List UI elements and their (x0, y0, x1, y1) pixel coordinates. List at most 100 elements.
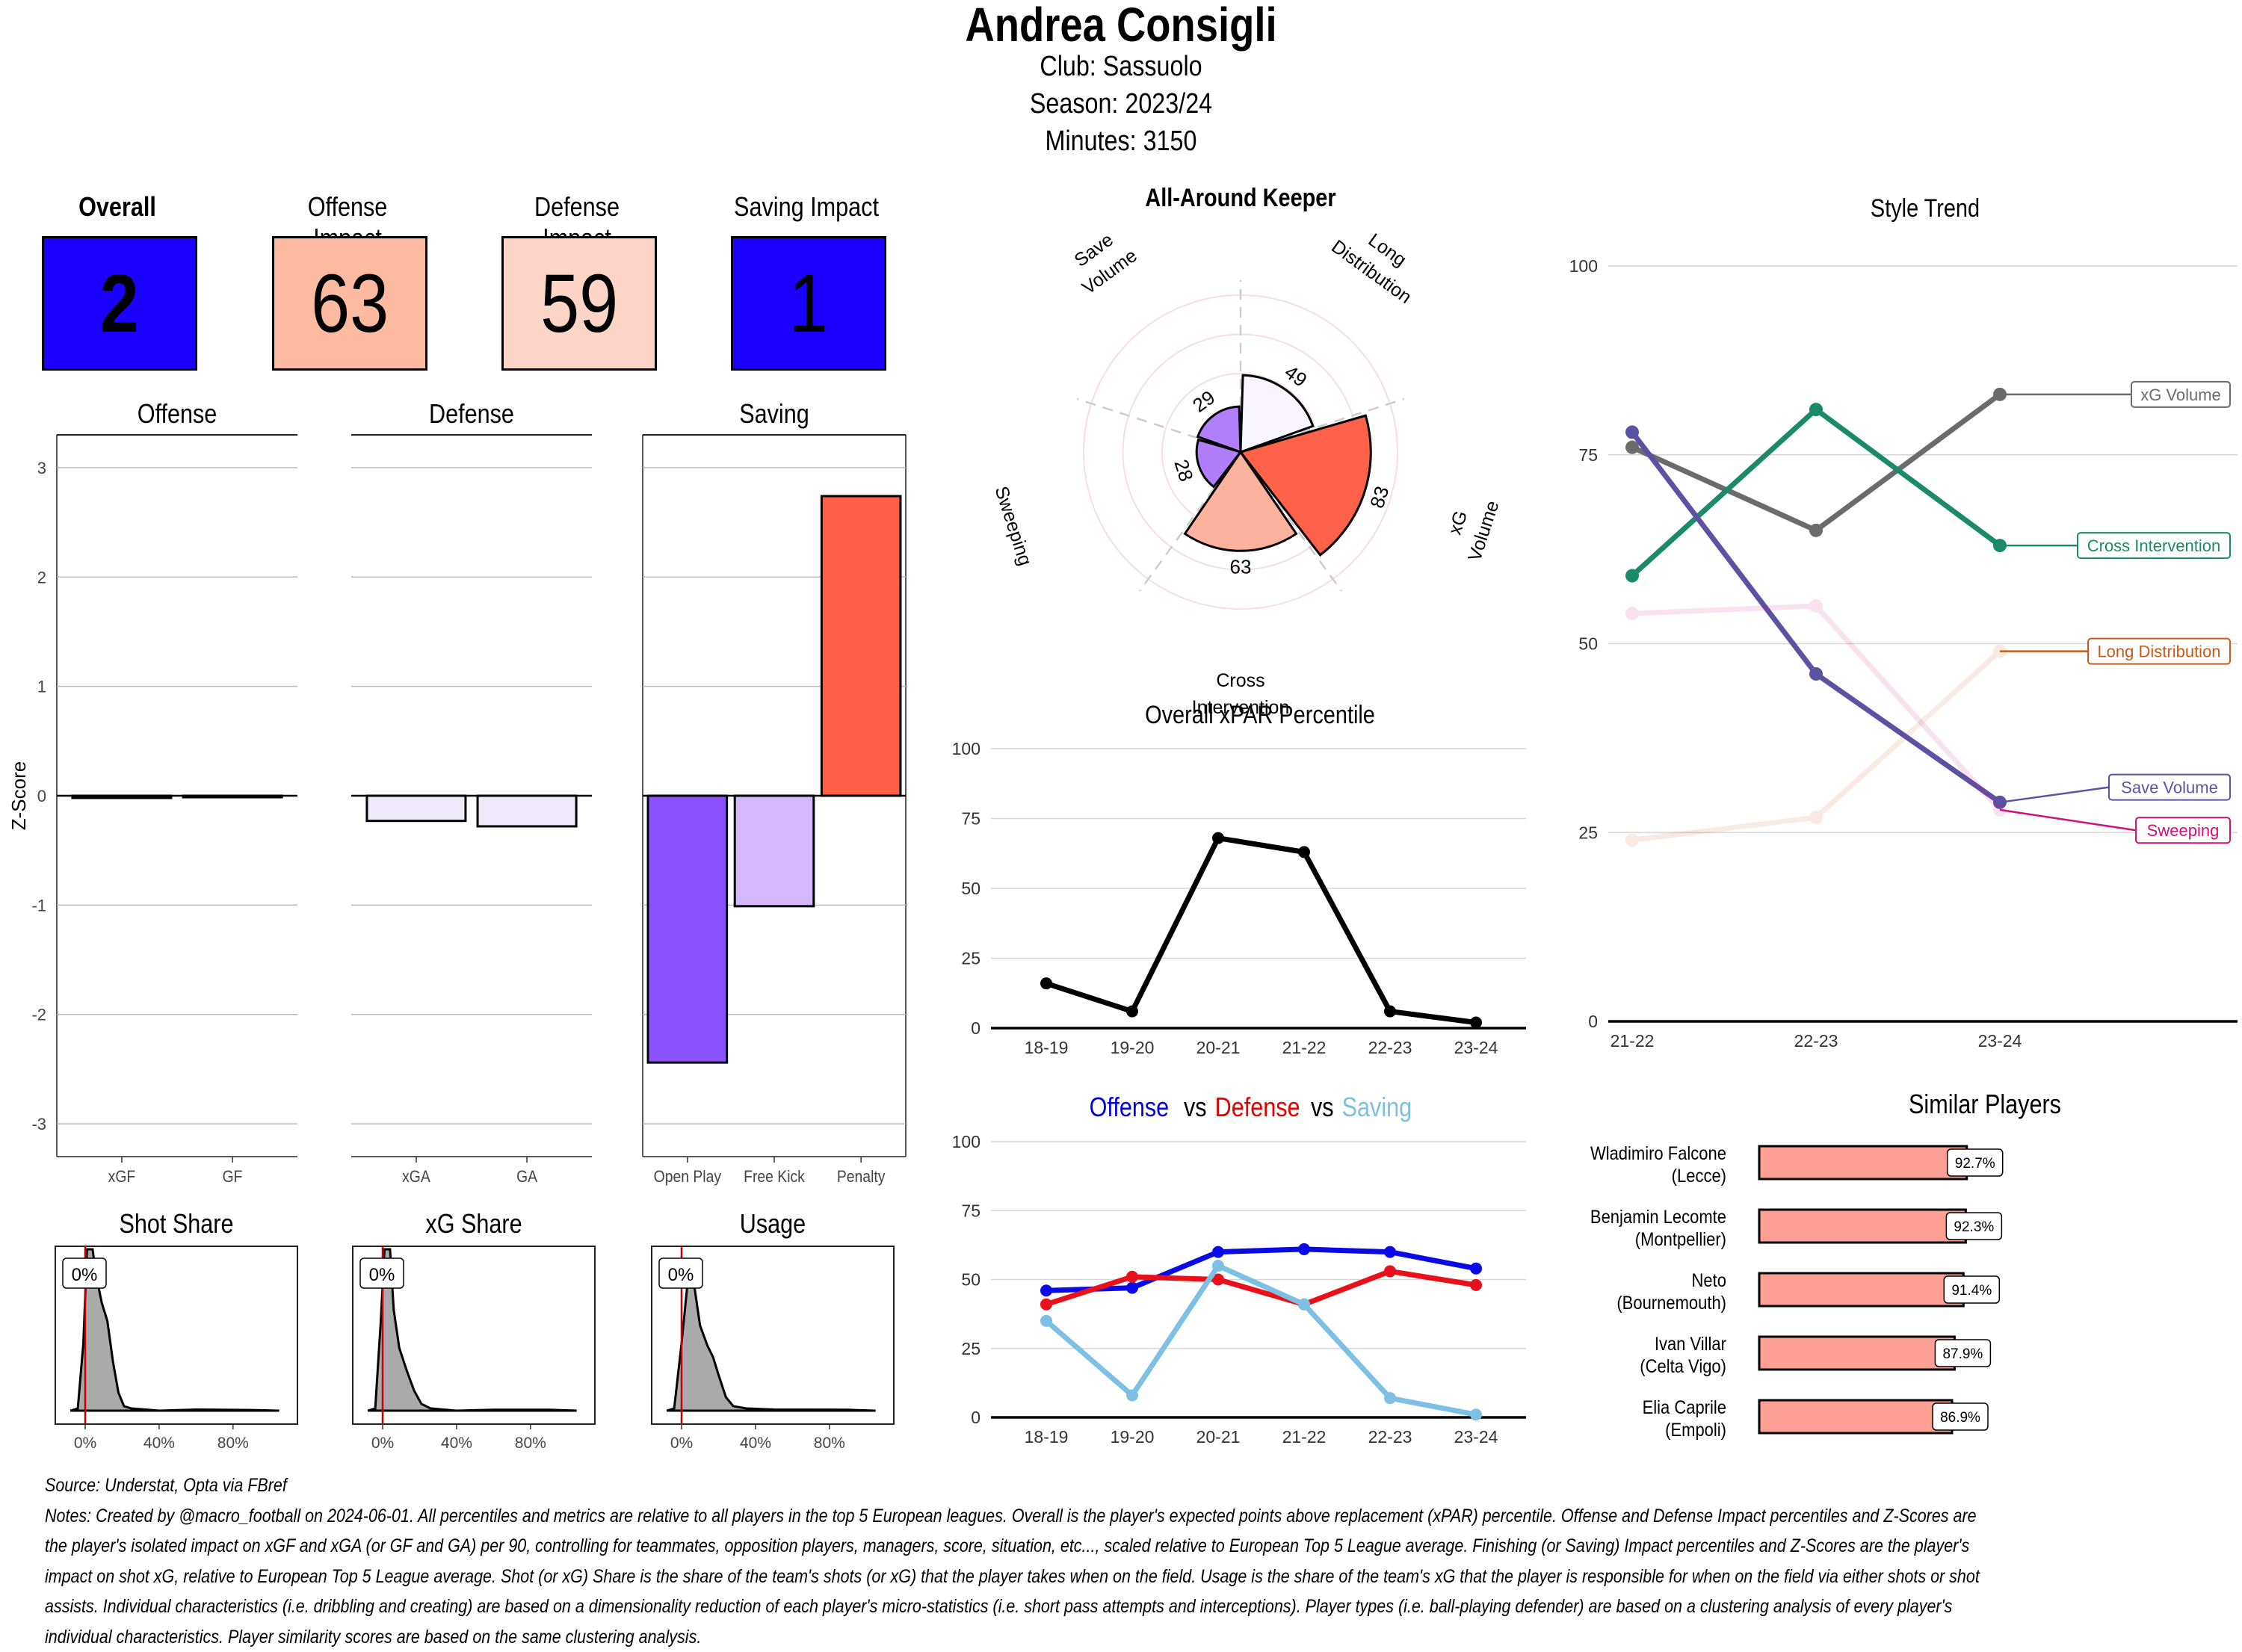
data-point (1625, 425, 1639, 439)
data-point (1298, 1299, 1310, 1311)
data-point (1809, 667, 1823, 681)
notes-line: impact on shot xG, relative to European … (45, 1562, 1921, 1592)
y-tick-label: 50 (1578, 634, 1598, 654)
radar-value-label: 28 (1170, 457, 1197, 484)
notes-line: assists. Individual characteristics (i.e… (45, 1591, 1921, 1622)
data-point (1126, 1006, 1138, 1018)
zscore-bar (367, 796, 466, 821)
x-tick-label: 20-21 (1196, 1427, 1241, 1447)
player-club: (Lecce) (1672, 1166, 1726, 1187)
radar-axis-label: Cross (1216, 670, 1264, 691)
marker-label: 0% (369, 1265, 395, 1285)
source-text: Source: Understat, Opta via FBref (45, 1470, 1921, 1501)
label-leader (2000, 810, 2136, 830)
y-tick-label: 0 (971, 1408, 981, 1427)
x-tick-label: 23-24 (1978, 1031, 2022, 1051)
data-point (1126, 1389, 1138, 1401)
style-trend-title: Style Trend (1871, 194, 1980, 223)
x-tick-label: 23-24 (1454, 1038, 1498, 1057)
player-name: Elia Caprile (1643, 1397, 1726, 1418)
data-point (1809, 403, 1823, 416)
data-point (1470, 1017, 1482, 1029)
series-line (1632, 606, 2000, 810)
data-point (1040, 1284, 1052, 1296)
radar-axis-label: xG (1445, 508, 1472, 537)
x-tick-label: 22-23 (1794, 1031, 1838, 1051)
similarity-bar (1759, 1273, 1963, 1306)
y-tick-label: 25 (961, 949, 981, 968)
data-point (1809, 811, 1823, 824)
y-tick-label: 75 (1578, 445, 1598, 465)
radar-chart: All-Around Keeper49LongDistribution83xGV… (990, 183, 1503, 718)
x-tick-label: 0% (371, 1435, 394, 1452)
y-tick-label: -1 (31, 896, 46, 915)
panel-title: Defense (429, 400, 514, 430)
y-tick-label: 1 (37, 678, 46, 696)
x-tick-label: xGF (108, 1168, 136, 1186)
player-name: Neto (1692, 1270, 1726, 1291)
density-title: Usage (740, 1210, 806, 1240)
player-name: Wladimiro Falcone (1590, 1143, 1726, 1164)
data-point (1470, 1263, 1482, 1275)
ods-title-part: Saving (1342, 1093, 1412, 1123)
y-tick-label: 100 (1569, 256, 1598, 276)
data-point (1212, 1246, 1224, 1258)
x-tick-label: Free Kick (744, 1168, 805, 1186)
similarity-label: 87.9% (1942, 1346, 1983, 1362)
similarity-label: 92.3% (1954, 1219, 1994, 1235)
similarity-bar (1759, 1146, 1967, 1179)
x-tick-label: 0% (74, 1435, 96, 1452)
series-label: Long Distribution (2097, 643, 2220, 661)
similar-players-title: Similar Players (1909, 1090, 2061, 1120)
data-point (1384, 1006, 1396, 1018)
player-club: (Bournemouth) (1616, 1293, 1726, 1314)
similar-players-chart: Similar Players Wladimiro Falcone(Lecce) 9… (1590, 1090, 2061, 1441)
y-tick-label: 75 (961, 809, 981, 829)
data-point (1384, 1265, 1396, 1277)
data-point (1212, 832, 1224, 844)
data-point (1384, 1246, 1396, 1258)
radar-separator (1077, 399, 1198, 439)
notes-line: Notes: Created by @macro_football on 202… (45, 1501, 1921, 1532)
density-title: xG Share (425, 1210, 522, 1240)
player-name: Ivan Villar (1655, 1334, 1726, 1355)
similarity-bar (1759, 1400, 1952, 1433)
x-tick-label: 40% (441, 1435, 472, 1452)
data-point (1298, 1243, 1310, 1255)
series-label: Cross Intervention (2087, 536, 2221, 555)
x-tick-label: 21-22 (1282, 1427, 1327, 1447)
data-point (1809, 599, 1823, 613)
data-point (1126, 1271, 1138, 1283)
series-label: Save Volume (2121, 779, 2218, 797)
data-point (1126, 1282, 1138, 1294)
ods-title-part: vs (1184, 1093, 1207, 1123)
marker-label: 0% (72, 1265, 98, 1285)
y-tick-label: 25 (1578, 823, 1598, 842)
y-tick-label: 50 (961, 879, 981, 898)
series-label: Sweeping (2147, 821, 2220, 840)
data-point (1384, 1392, 1396, 1404)
radar-axis-label: Volume (1464, 498, 1503, 564)
y-tick-label: -2 (31, 1006, 46, 1024)
x-tick-label: 0% (670, 1435, 693, 1452)
y-tick-label: -3 (31, 1115, 46, 1133)
x-tick-label: 40% (740, 1435, 771, 1452)
y-tick-label: 0 (37, 787, 46, 805)
radar-value-label: 63 (1230, 555, 1252, 578)
player-club: (Celta Vigo) (1640, 1356, 1726, 1377)
y-tick-label: 50 (961, 1270, 981, 1290)
x-tick-label: 23-24 (1454, 1427, 1498, 1447)
x-tick-label: Penalty (837, 1168, 886, 1186)
x-tick-label: 21-22 (1611, 1031, 1655, 1051)
x-tick-label: 20-21 (1196, 1038, 1241, 1057)
data-point (1470, 1408, 1482, 1420)
data-point (1625, 607, 1639, 620)
y-tick-label: 100 (952, 1132, 981, 1151)
data-point (1470, 1279, 1482, 1291)
density-curve (667, 1272, 875, 1411)
